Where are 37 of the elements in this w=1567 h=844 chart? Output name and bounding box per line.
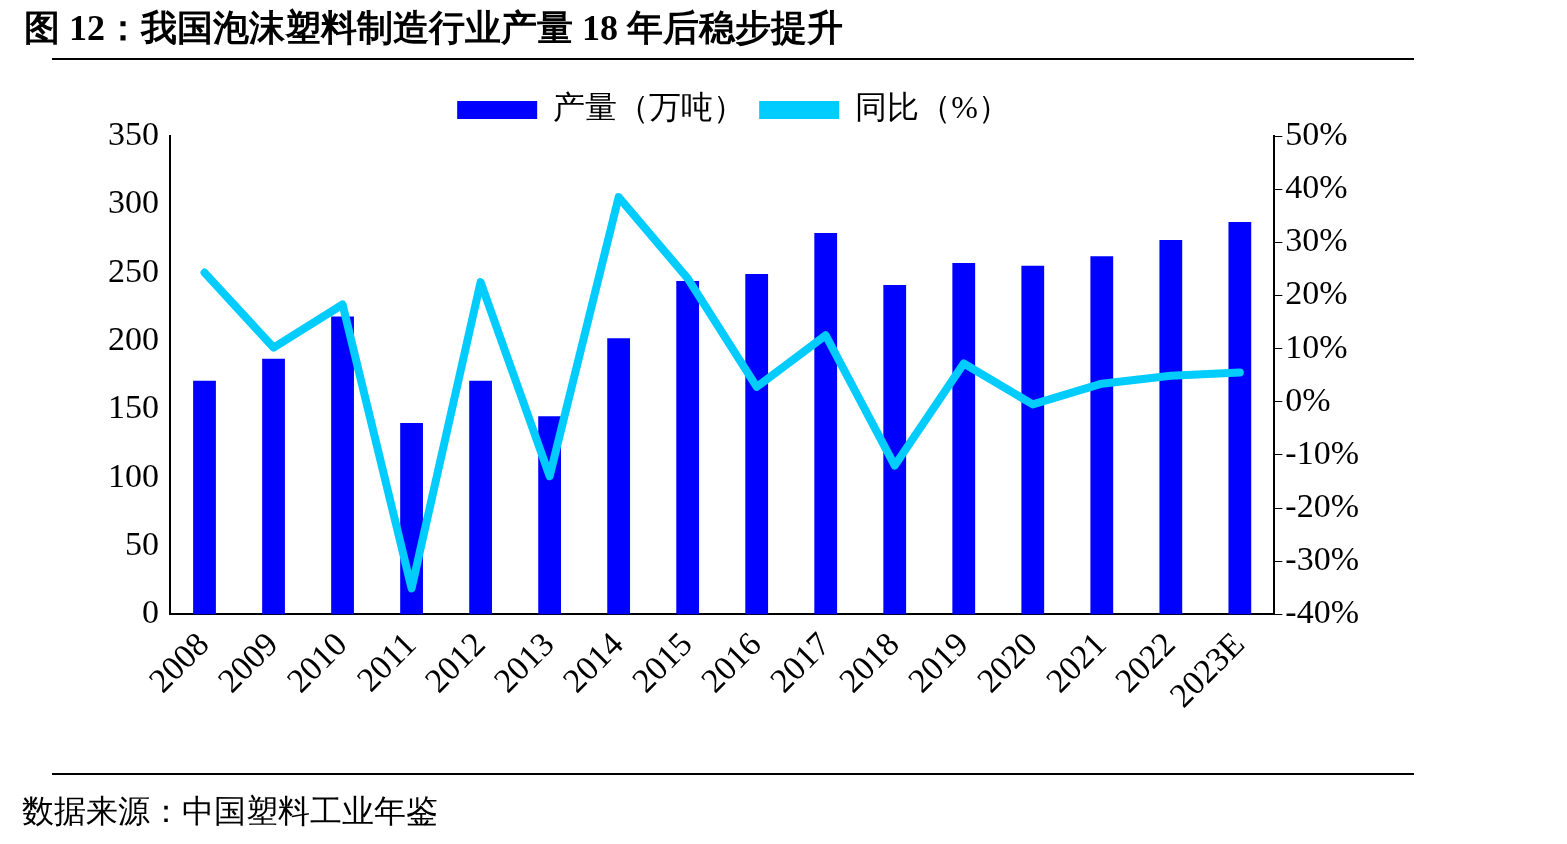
legend-label: 产量（万吨） <box>553 89 746 126</box>
bar <box>1228 222 1252 615</box>
bar <box>745 274 769 615</box>
bar <box>262 358 285 615</box>
bar <box>814 233 838 615</box>
y2-tick-label: 20% <box>1285 274 1348 312</box>
bar <box>883 284 907 615</box>
y2-tick-label: 0% <box>1285 380 1331 418</box>
legend-label: 同比（%） <box>855 89 1010 126</box>
bar <box>676 280 700 615</box>
bar <box>469 380 492 615</box>
bar <box>607 338 631 615</box>
y2-tick-label: 50% <box>1285 114 1348 152</box>
y-tick-label: 0 <box>142 593 159 631</box>
y-tick-label: 250 <box>108 251 159 289</box>
bar <box>331 316 354 615</box>
y2-tick-label: 30% <box>1285 221 1348 259</box>
y2-tick-label: -30% <box>1285 540 1360 578</box>
bar <box>1090 256 1114 615</box>
y-tick-label: 200 <box>108 319 159 357</box>
bar <box>1159 239 1183 615</box>
bar <box>952 263 976 615</box>
y-tick-label: 350 <box>108 114 159 152</box>
bar <box>193 380 216 615</box>
y-tick-label: 300 <box>108 183 159 221</box>
chart-title: 图 12：我国泡沫塑料制造行业产量 18 年后稳步提升 <box>24 7 843 50</box>
y2-tick-label: 40% <box>1285 168 1348 206</box>
source-note: 数据来源：中国塑料工业年鉴 <box>22 792 438 831</box>
y2-tick-label: -40% <box>1285 593 1360 631</box>
bar <box>1021 265 1045 615</box>
y2-tick-label: -10% <box>1285 433 1360 471</box>
y-tick-label: 100 <box>108 456 159 494</box>
y-tick-label: 50 <box>125 524 159 562</box>
x-tick-label: 2011 <box>349 624 423 699</box>
y2-tick-label: 10% <box>1285 327 1348 365</box>
y2-tick-label: -20% <box>1285 487 1360 524</box>
y-tick-label: 150 <box>108 388 159 426</box>
